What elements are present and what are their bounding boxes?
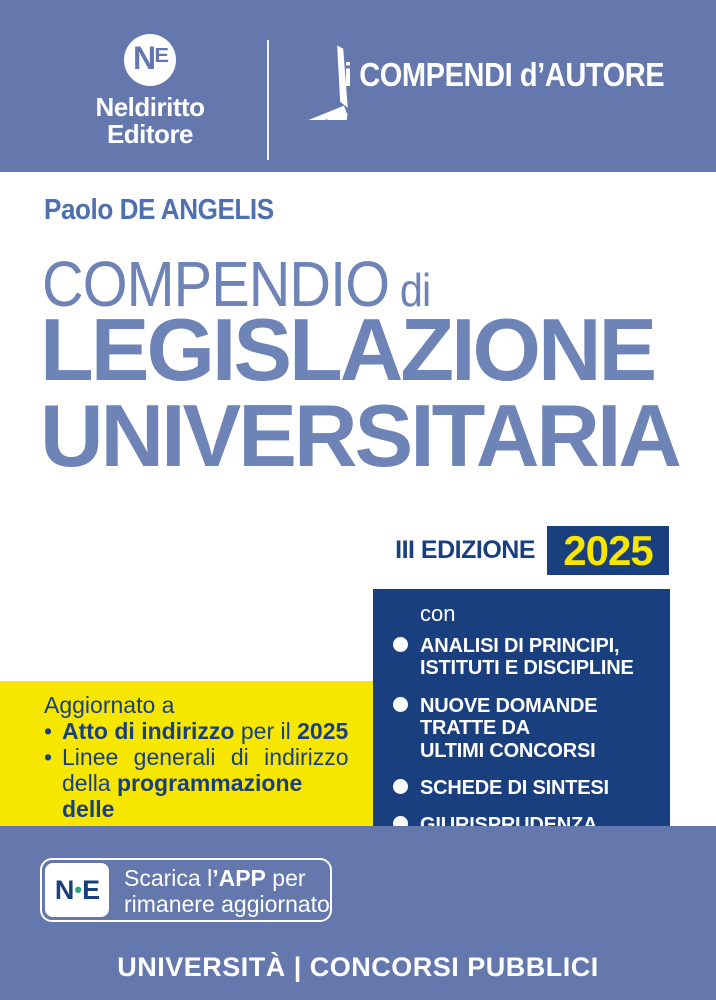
- monogram-e: E: [153, 45, 169, 67]
- update-item-1: • Atto di indirizzo per il 2025: [44, 718, 361, 744]
- title-kicker-main: COMPENDIO: [42, 248, 390, 320]
- edition-year-badge: 2025: [547, 526, 669, 575]
- app-line1-bold: ’APP: [212, 865, 266, 891]
- bullet-dot-icon: [393, 778, 408, 794]
- publisher-logo: N E Neldiritto Editore: [62, 34, 238, 149]
- update-item-2-reg: della: [62, 770, 117, 796]
- bottom-band: N • E Scarica l’APP per rimanere aggiornat…: [0, 826, 716, 1000]
- update-box: Aggiornato a • Atto di indirizzo per il …: [0, 681, 373, 848]
- header-band: N E Neldiritto Editore i COMPENDI d: [0, 0, 716, 172]
- ne-circle-monogram-icon: N E: [124, 34, 176, 86]
- ne-square-monogram-icon: N • E: [45, 863, 109, 917]
- edition-label: III EDIZIONE: [395, 536, 535, 564]
- update-item-2-line1: Linee generali di indirizzo: [62, 744, 349, 770]
- header-divider: [267, 40, 269, 160]
- update-item-2-line2: della programmazione delle: [62, 770, 361, 822]
- title-kicker-suffix: di: [399, 264, 431, 316]
- app-badge-line1: Scarica l’APP per: [124, 865, 330, 891]
- bullet-dot-icon: [393, 696, 408, 712]
- feature-item: NUOVE DOMANDE TRATTE DA ULTIMI CONCORSI: [393, 695, 656, 762]
- update-item-2-bold1: programmazione delle: [62, 770, 303, 822]
- bullet-icon: •: [44, 744, 53, 770]
- app-badge: N • E Scarica l’APP per rimanere aggiornat…: [40, 858, 332, 922]
- publisher-name-line2: Editore: [106, 119, 194, 150]
- author-name: Paolo DE ANGELIS: [44, 194, 274, 226]
- feature-text: SCHEDE DI SINTESI: [420, 776, 609, 799]
- publisher-name: Neldiritto Editore: [62, 92, 238, 150]
- book-title-line2: UNIVERSITARIA: [40, 386, 682, 485]
- open-book-icon: [300, 45, 348, 120]
- feature-item: ANALISI DI PRINCIPI, ISTITUTI E DISCIPLI…: [393, 635, 656, 680]
- update-item-1-bold1: Atto di indirizzo: [62, 718, 235, 744]
- edition-row: III EDIZIONE 2025: [395, 526, 669, 575]
- feature-text: NUOVE DOMANDE TRATTE DA ULTIMI CONCORSI: [420, 694, 598, 762]
- update-item-1-reg1: per il: [234, 718, 298, 744]
- title-kicker: COMPENDIO di: [42, 252, 431, 316]
- update-item-1-text: Atto di indirizzo per il 2025: [62, 718, 361, 744]
- app-logo-dot: •: [74, 877, 82, 902]
- publisher-name-line1: Neldiritto: [95, 92, 205, 122]
- update-heading: Aggiornato a: [44, 692, 175, 718]
- features-intro: con: [420, 601, 456, 626]
- series-title: i COMPENDI d’AUTORE: [344, 56, 665, 93]
- update-item-1-bold2: 2025: [297, 718, 349, 744]
- bullet-icon: •: [44, 718, 53, 744]
- bullet-dot-icon: [393, 637, 408, 652]
- feature-item: SCHEDE DI SINTESI: [393, 777, 656, 799]
- app-logo-e: E: [82, 874, 100, 905]
- app-logo-n: N: [54, 874, 74, 905]
- app-badge-line2: rimanere aggiornato: [124, 891, 330, 917]
- footer-collection-label: UNIVERSITÀ | CONCORSI PUBBLICI: [117, 952, 599, 982]
- monogram-n: N: [133, 40, 156, 76]
- book-title-line1: LEGISLAZIONE: [40, 300, 657, 399]
- feature-text: ANALISI DI PRINCIPI, ISTITUTI E DISCIPLI…: [420, 635, 634, 680]
- app-line1-reg1: Scarica l: [124, 865, 213, 891]
- app-line1-reg2: per: [265, 865, 306, 891]
- app-badge-text: Scarica l’APP per rimanere aggiornato: [112, 860, 330, 920]
